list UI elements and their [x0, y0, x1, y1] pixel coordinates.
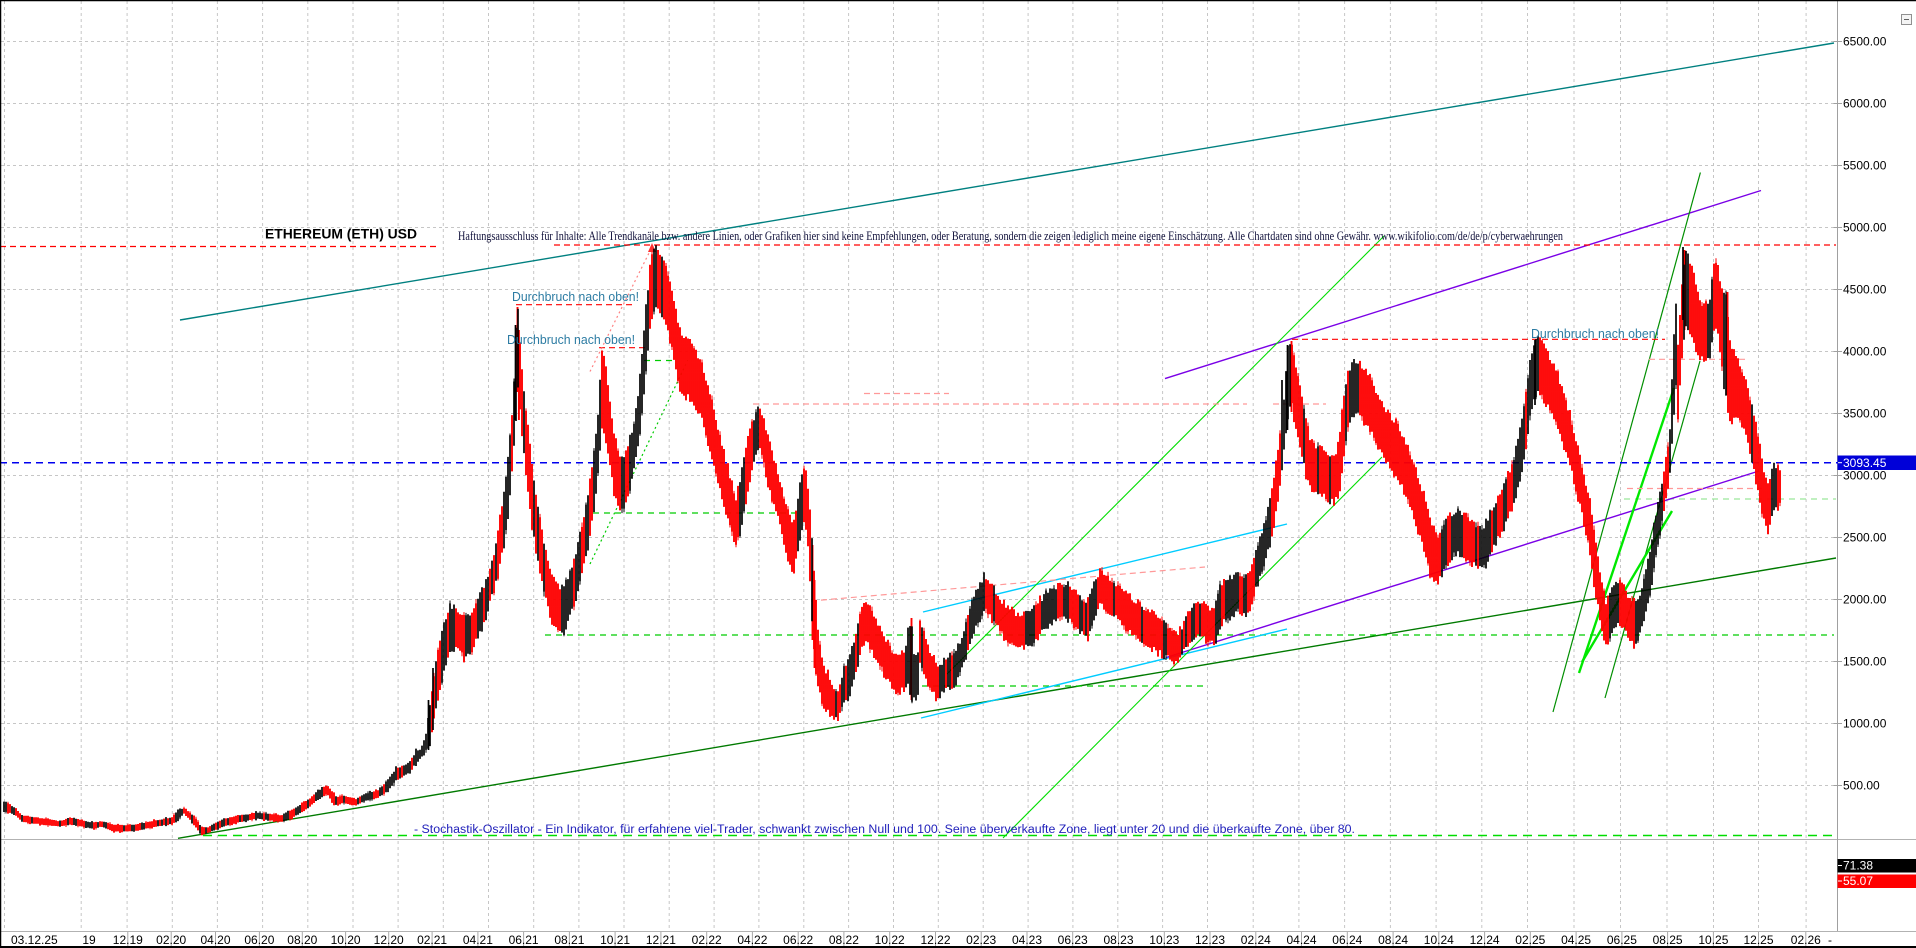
svg-text:5000.00: 5000.00: [1843, 221, 1887, 235]
svg-text:4000.00: 4000.00: [1843, 345, 1887, 359]
svg-text:06.24: 06.24: [1332, 933, 1362, 947]
svg-text:Durchbruch nach oben!: Durchbruch nach oben!: [507, 333, 635, 347]
svg-text:10.21: 10.21: [600, 933, 630, 947]
svg-text:04.25: 04.25: [1561, 933, 1591, 947]
svg-text:06.23: 06.23: [1058, 933, 1088, 947]
svg-text:6000.00: 6000.00: [1843, 97, 1887, 111]
svg-text:3093.45: 3093.45: [1843, 456, 1887, 470]
svg-text:12.25: 12.25: [1743, 933, 1773, 947]
svg-text:08.23: 08.23: [1103, 933, 1133, 947]
svg-text:10.24: 10.24: [1424, 933, 1454, 947]
svg-text:3000.00: 3000.00: [1843, 469, 1887, 483]
svg-text:08.24: 08.24: [1378, 933, 1408, 947]
svg-text:02.20: 02.20: [156, 933, 186, 947]
svg-text:19: 19: [82, 933, 96, 947]
svg-text:04.22: 04.22: [737, 933, 767, 947]
svg-text:03.12.25: 03.12.25: [11, 933, 58, 947]
svg-text:-: -: [1828, 933, 1832, 947]
svg-text:06.21: 06.21: [509, 933, 539, 947]
svg-text:500.00: 500.00: [1843, 779, 1880, 793]
svg-text:12.19: 12.19: [113, 933, 143, 947]
svg-text:12.20: 12.20: [374, 933, 404, 947]
svg-text:2000.00: 2000.00: [1843, 593, 1887, 607]
svg-text:10.20: 10.20: [331, 933, 361, 947]
svg-text:1000.00: 1000.00: [1843, 717, 1887, 731]
svg-text:02.25: 02.25: [1515, 933, 1545, 947]
svg-text:08.25: 08.25: [1653, 933, 1683, 947]
svg-text:04.24: 04.24: [1286, 933, 1316, 947]
svg-text:04.23: 04.23: [1012, 933, 1042, 947]
svg-text:10.23: 10.23: [1149, 933, 1179, 947]
svg-text:02.21: 02.21: [417, 933, 447, 947]
svg-text:3500.00: 3500.00: [1843, 407, 1887, 421]
svg-text:55.07: 55.07: [1843, 874, 1873, 888]
svg-text:02.26: 02.26: [1791, 933, 1821, 947]
svg-text:1500.00: 1500.00: [1843, 655, 1887, 669]
svg-text:ETHEREUM (ETH) USD: ETHEREUM (ETH) USD: [265, 227, 417, 242]
svg-text:Durchbruch nach oben!: Durchbruch nach oben!: [1531, 327, 1659, 341]
svg-text:02.23: 02.23: [966, 933, 996, 947]
svg-text:12.21: 12.21: [646, 933, 676, 947]
svg-text:02.22: 02.22: [692, 933, 722, 947]
svg-text:06.20: 06.20: [244, 933, 274, 947]
svg-text:10.25: 10.25: [1698, 933, 1728, 947]
svg-text:06.22: 06.22: [783, 933, 813, 947]
svg-text:04.20: 04.20: [200, 933, 230, 947]
svg-text:02.24: 02.24: [1241, 933, 1271, 947]
svg-text:- Stochastik-Oszillator - Ein: - Stochastik-Oszillator - Ein Indikator,…: [414, 824, 1355, 836]
svg-text:12.23: 12.23: [1195, 933, 1225, 947]
svg-text:71.38: 71.38: [1843, 859, 1873, 873]
svg-text:4500.00: 4500.00: [1843, 283, 1887, 297]
svg-text:5500.00: 5500.00: [1843, 159, 1887, 173]
svg-text:08.20: 08.20: [287, 933, 317, 947]
svg-text:2500.00: 2500.00: [1843, 531, 1887, 545]
svg-text:Haftungsausschluss für Inhalte: Haftungsausschluss für Inhalte: Alle Tre…: [458, 229, 1564, 243]
svg-text:Durchbruch nach oben!: Durchbruch nach oben!: [512, 290, 639, 304]
svg-text:12.24: 12.24: [1470, 933, 1500, 947]
svg-text:08.21: 08.21: [554, 933, 584, 947]
svg-text:04.21: 04.21: [463, 933, 493, 947]
svg-text:08.22: 08.22: [829, 933, 859, 947]
svg-text:12.22: 12.22: [920, 933, 950, 947]
svg-text:6500.00: 6500.00: [1843, 35, 1887, 49]
svg-text:06.25: 06.25: [1607, 933, 1637, 947]
svg-text:10.22: 10.22: [875, 933, 905, 947]
